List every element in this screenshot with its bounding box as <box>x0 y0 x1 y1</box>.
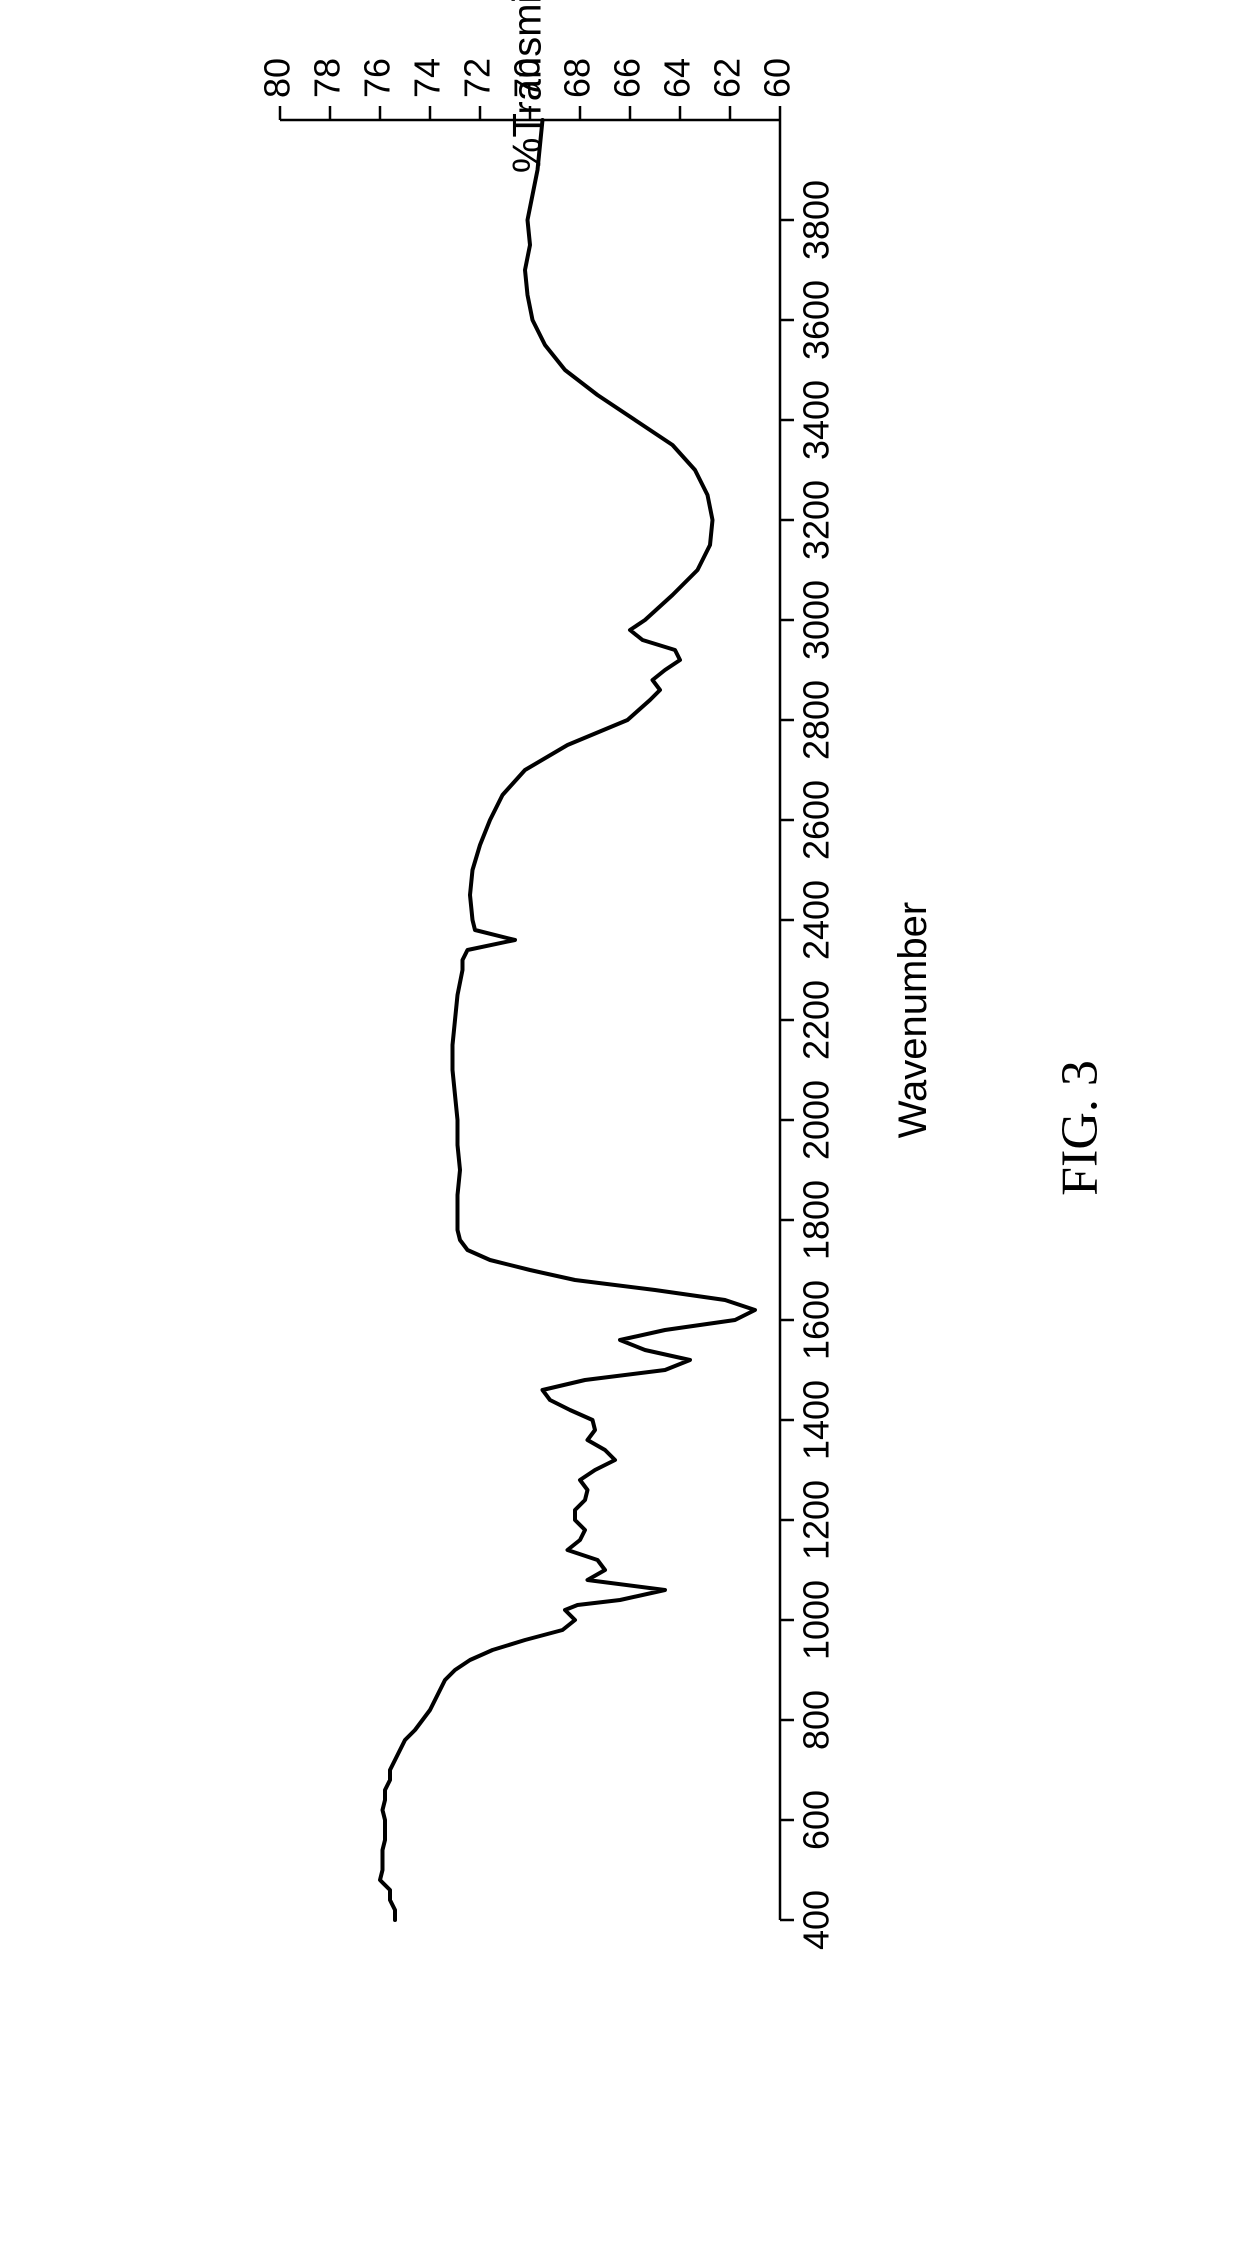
y-tick-label: 78 <box>307 58 348 98</box>
x-tick-label: 2600 <box>795 780 836 860</box>
x-tick-label: 1600 <box>795 1280 836 1360</box>
x-tick-label: 800 <box>795 1690 836 1750</box>
x-tick-label: 3000 <box>795 580 836 660</box>
ir-spectrum-chart: 6062646668707274767880400600800100012001… <box>0 0 1000 2200</box>
y-tick-label: 74 <box>407 58 448 98</box>
x-tick-label: 600 <box>795 1790 836 1850</box>
x-tick-label: 1000 <box>795 1580 836 1660</box>
x-axis-label: Wavenumber <box>891 902 935 1138</box>
y-axis-label: %Transmittance <box>506 0 550 173</box>
x-tick-label: 3400 <box>795 380 836 460</box>
x-tick-label: 1400 <box>795 1380 836 1460</box>
x-tick-label: 2000 <box>795 1080 836 1160</box>
y-tick-label: 76 <box>357 58 398 98</box>
x-tick-label: 3600 <box>795 280 836 360</box>
figure-title: FIG. 3 <box>1051 1060 1110 1196</box>
x-tick-label: 1200 <box>795 1480 836 1560</box>
y-tick-label: 62 <box>707 58 748 98</box>
x-tick-label: 2200 <box>795 980 836 1060</box>
y-tick-label: 72 <box>457 58 498 98</box>
y-tick-label: 66 <box>607 58 648 98</box>
spectrum-line <box>380 120 755 1920</box>
x-tick-label: 3200 <box>795 480 836 560</box>
x-tick-label: 1800 <box>795 1180 836 1260</box>
y-tick-label: 80 <box>257 58 298 98</box>
page: FIG. 3 606264666870727476788040060080010… <box>0 0 1240 2257</box>
x-tick-label: 2800 <box>795 680 836 760</box>
x-tick-label: 400 <box>795 1890 836 1950</box>
x-tick-label: 2400 <box>795 880 836 960</box>
y-tick-label: 60 <box>757 58 798 98</box>
y-tick-label: 64 <box>657 58 698 98</box>
x-tick-label: 3800 <box>795 180 836 260</box>
y-tick-label: 68 <box>557 58 598 98</box>
